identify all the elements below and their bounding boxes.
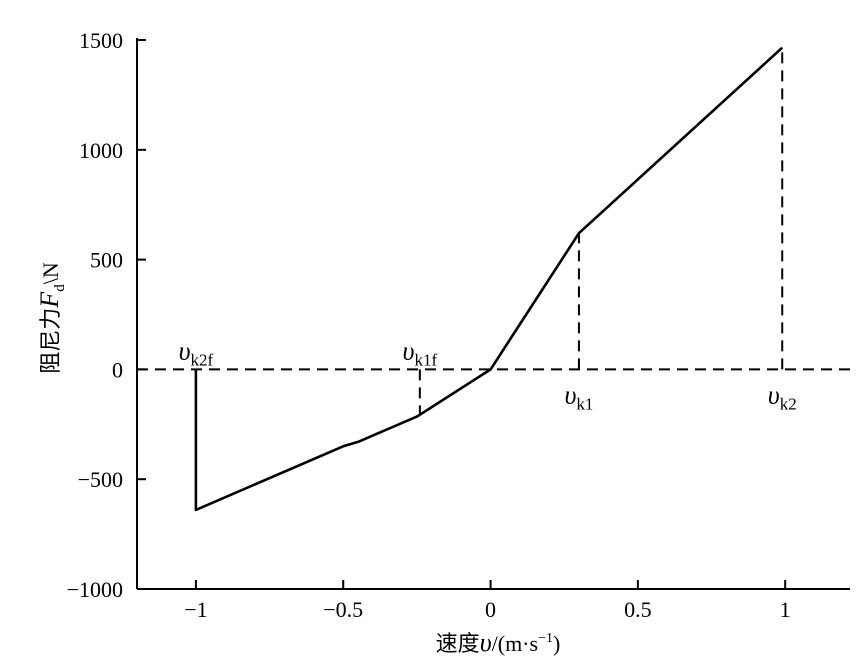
annotation-var: υ	[768, 380, 780, 409]
x-axis-label-sup: −1	[538, 631, 553, 646]
annotation-vk1: υk1	[564, 380, 593, 413]
annotation-vk1f: υk1f	[403, 336, 438, 369]
y-tick-label: 500	[90, 248, 123, 273]
y-axis-label-sub: d	[52, 284, 68, 292]
y-axis-label-var: F	[35, 291, 64, 309]
y-tick-label: 0	[112, 357, 123, 382]
y-axis-label-unit: \N	[38, 262, 63, 284]
annotation-subscript: k1f	[414, 350, 437, 369]
y-tick-label: 1000	[79, 138, 123, 163]
y-axis-label-prefix: 阻尼力	[39, 308, 64, 374]
x-tick-label: 0	[485, 597, 496, 622]
annotation-var: υ	[564, 380, 576, 409]
annotation-subscript: k2	[780, 394, 797, 413]
x-tick-label: −1	[184, 597, 207, 622]
annotation-var: υ	[403, 336, 415, 365]
y-tick-label: 1500	[79, 28, 123, 53]
x-axis-label: 速度υ/(m·s−1)	[436, 628, 561, 657]
tick-layer: −1 −0.5 0 0.5 1 −1000 −500 0 500 1000 1500	[67, 28, 791, 622]
series-layer	[194, 46, 784, 512]
damping-force-line	[194, 46, 784, 512]
x-axis-label-unit: /(m·s	[492, 631, 538, 656]
x-axis-label-var: υ	[480, 628, 492, 657]
annotation-subscript: k2f	[191, 350, 214, 369]
x-tick-label: 0.5	[624, 597, 652, 622]
reference-lines	[137, 47, 850, 414]
annotation-vk2f: υk2f	[179, 336, 214, 369]
annotation-var: υ	[179, 336, 191, 365]
y-tick-label: −1000	[67, 577, 123, 602]
y-axis-label: 阻尼力Fd\N	[35, 262, 68, 374]
annotation-vk2: υk2	[768, 380, 797, 413]
y-tick-label: −500	[78, 467, 123, 492]
x-tick-label: 1	[780, 597, 791, 622]
annotation-subscript: k1	[576, 394, 593, 413]
x-tick-label: −0.5	[323, 597, 363, 622]
x-axis-label-close: )	[553, 631, 560, 656]
axes-frame	[136, 38, 850, 590]
x-axis-label-prefix: 速度	[436, 632, 480, 657]
